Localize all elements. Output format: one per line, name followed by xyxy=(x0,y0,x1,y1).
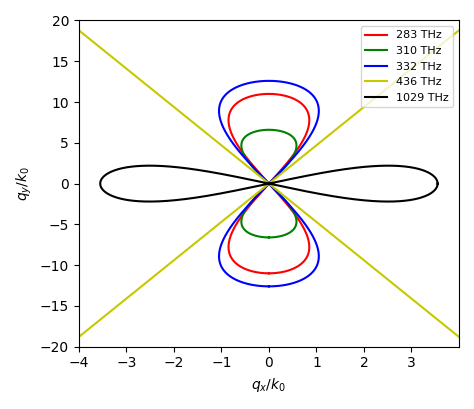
Legend: 283 THz, 310 THz, 332 THz, 436 THz, 1029 THz: 283 THz, 310 THz, 332 THz, 436 THz, 1029… xyxy=(361,26,454,107)
310 THz xyxy=(293,222,299,227)
332 THz xyxy=(266,79,272,83)
1029 THz xyxy=(384,199,390,204)
310 THz xyxy=(266,235,272,240)
436 THz xyxy=(379,272,385,277)
310 THz xyxy=(266,235,272,240)
310 THz xyxy=(239,141,245,146)
Line: 283 THz: 283 THz xyxy=(228,94,310,273)
283 THz xyxy=(306,249,312,254)
310 THz xyxy=(266,127,272,132)
436 THz xyxy=(456,335,462,339)
283 THz xyxy=(226,115,232,119)
283 THz xyxy=(266,271,272,276)
283 THz xyxy=(299,222,305,227)
310 THz xyxy=(238,219,244,224)
1029 THz xyxy=(344,166,349,171)
332 THz xyxy=(216,253,222,258)
Line: 1029 THz: 1029 THz xyxy=(100,166,438,202)
Line: 310 THz: 310 THz xyxy=(241,130,296,238)
332 THz xyxy=(307,229,313,234)
1029 THz xyxy=(393,163,399,168)
1029 THz xyxy=(385,199,391,204)
1029 THz xyxy=(115,196,120,200)
1029 THz xyxy=(434,185,439,190)
332 THz xyxy=(217,105,222,110)
310 THz xyxy=(244,133,250,138)
310 THz xyxy=(289,206,294,211)
436 THz xyxy=(115,59,120,64)
283 THz xyxy=(234,101,240,106)
436 THz xyxy=(373,267,378,272)
283 THz xyxy=(226,244,231,249)
283 THz xyxy=(256,270,262,275)
Y-axis label: $q_y/k_0$: $q_y/k_0$ xyxy=(15,166,34,201)
X-axis label: $q_x/k_0$: $q_x/k_0$ xyxy=(251,376,286,394)
283 THz xyxy=(266,92,272,97)
1029 THz xyxy=(435,181,440,186)
Line: 436 THz: 436 THz xyxy=(79,30,459,337)
436 THz xyxy=(76,28,82,33)
332 THz xyxy=(266,284,272,289)
Line: 332 THz: 332 THz xyxy=(219,81,319,286)
1029 THz xyxy=(140,199,146,204)
436 THz xyxy=(337,238,343,243)
436 THz xyxy=(230,152,236,157)
332 THz xyxy=(227,89,232,94)
1029 THz xyxy=(435,181,440,186)
283 THz xyxy=(266,271,272,276)
332 THz xyxy=(254,283,260,288)
332 THz xyxy=(316,258,321,263)
332 THz xyxy=(266,284,272,289)
436 THz xyxy=(244,163,249,168)
310 THz xyxy=(259,235,265,240)
1029 THz xyxy=(385,163,391,168)
